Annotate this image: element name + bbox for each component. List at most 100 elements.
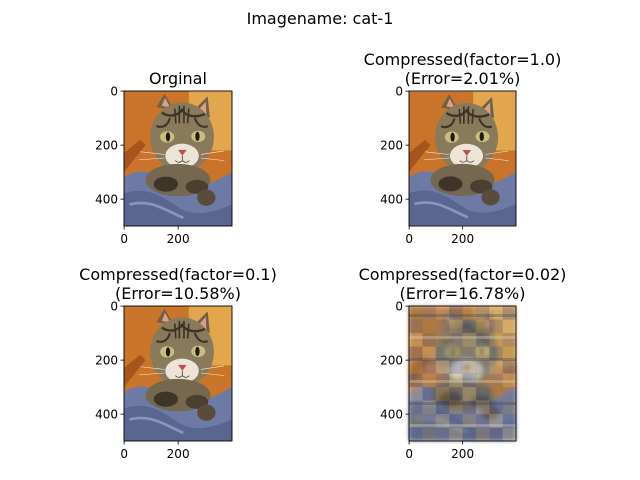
artifact-block	[422, 333, 437, 347]
artifact-block	[475, 387, 490, 401]
artifact-block	[409, 400, 423, 415]
artifact-block	[435, 373, 450, 388]
artifact-block	[422, 387, 437, 401]
artifact-block	[475, 400, 490, 415]
subplot-title-line: (Error=2.01%)	[405, 69, 521, 88]
artifact-block	[502, 306, 517, 320]
artifact-block	[435, 306, 450, 320]
artifact-block	[502, 319, 517, 334]
subplot-image	[124, 91, 232, 226]
subplot-3: Compressed(factor=0.1)(Error=10.58%) 0 200…	[79, 265, 277, 461]
artifact-block	[449, 306, 463, 320]
y-tick-label: 200	[95, 354, 118, 368]
y-tick-label: 400	[380, 193, 403, 207]
artifact-band	[409, 314, 516, 317]
x-tick-label: 0	[120, 447, 128, 461]
artifact-block	[489, 319, 503, 334]
artifact-block	[422, 346, 437, 361]
artifact-band	[409, 358, 516, 361]
artifact-block	[435, 360, 450, 374]
artifact-block	[489, 414, 503, 428]
artifact-block	[435, 319, 450, 334]
artifact-block	[422, 319, 437, 334]
artifact-block	[409, 360, 423, 374]
artifact-block	[475, 333, 490, 347]
artifact-block	[462, 360, 477, 374]
subplot-2: Compressed(factor=1.0)(Error=2.01%)02004…	[364, 50, 562, 246]
artifact-block	[502, 400, 517, 415]
artifact-block	[449, 414, 463, 428]
artifact-block	[409, 319, 423, 334]
x-tick-label: 200	[451, 232, 474, 246]
artifact-block	[462, 400, 477, 415]
artifact-block	[409, 373, 423, 388]
artifact-block	[422, 360, 437, 374]
artifact-block	[475, 427, 490, 442]
artifact-block	[422, 373, 437, 388]
y-tick-label: 200	[380, 354, 403, 368]
artifact-block	[489, 346, 503, 361]
artifact-block	[435, 414, 450, 428]
y-tick-label: 0	[395, 85, 403, 99]
artifact-block	[422, 414, 437, 428]
x-tick-label: 0	[405, 232, 413, 246]
x-tick-label: 0	[120, 232, 128, 246]
artifact-block	[409, 414, 423, 428]
artifact-block	[449, 400, 463, 415]
artifact-block	[409, 387, 423, 401]
x-tick-label: 200	[167, 232, 190, 246]
artifact-block	[462, 333, 477, 347]
artifact-block	[449, 427, 463, 442]
y-tick-label: 0	[110, 85, 118, 99]
artifact-block	[489, 333, 503, 347]
subplot-title-line: Compressed(factor=1.0)	[364, 50, 562, 69]
artifact-block	[449, 360, 463, 374]
artifact-block	[475, 306, 490, 320]
subplot-title-line: (Error=10.58%)	[115, 284, 241, 303]
artifact-block	[449, 373, 463, 388]
artifact-block	[449, 387, 463, 401]
subplot-title-line: Compressed(factor=0.1)	[79, 265, 277, 284]
artifact-block	[409, 306, 423, 320]
subplot-image	[409, 91, 516, 226]
artifact-block	[475, 319, 490, 334]
artifact-block	[489, 427, 503, 442]
artifact-block	[502, 414, 517, 428]
artifact-band	[409, 380, 516, 383]
artifact-block	[462, 346, 477, 361]
artifact-block	[409, 427, 423, 442]
subplot-title-line: Orginal	[149, 69, 207, 88]
x-tick-label: 0	[405, 447, 413, 461]
artifact-block	[462, 387, 477, 401]
artifact-block	[435, 400, 450, 415]
subplot-title-line: Compressed(factor=0.02)	[359, 265, 567, 284]
y-tick-label: 200	[380, 139, 403, 153]
artifact-block	[462, 306, 477, 320]
artifact-block	[502, 427, 517, 442]
artifact-block	[489, 306, 503, 320]
artifact-block	[502, 387, 517, 401]
y-tick-label: 0	[395, 300, 403, 314]
artifact-block	[475, 360, 490, 374]
artifact-block	[422, 427, 437, 442]
artifact-block	[449, 319, 463, 334]
artifact-block	[449, 346, 463, 361]
artifact-block	[462, 414, 477, 428]
artifact-band	[409, 402, 516, 405]
artifact-block	[475, 373, 490, 388]
artifact-band	[409, 424, 516, 427]
artifact-block	[462, 373, 477, 388]
x-tick-label: 200	[451, 447, 474, 461]
artifact-block	[435, 346, 450, 361]
artifact-block	[409, 333, 423, 347]
y-tick-label: 400	[95, 193, 118, 207]
artifact-block	[489, 400, 503, 415]
artifact-block	[489, 360, 503, 374]
subplot-image	[124, 306, 232, 441]
artifact-block	[502, 333, 517, 347]
artifact-block	[435, 387, 450, 401]
figure-suptitle: Imagename: cat-1	[247, 9, 394, 28]
artifact-block	[475, 346, 490, 361]
artifact-block	[409, 346, 423, 361]
